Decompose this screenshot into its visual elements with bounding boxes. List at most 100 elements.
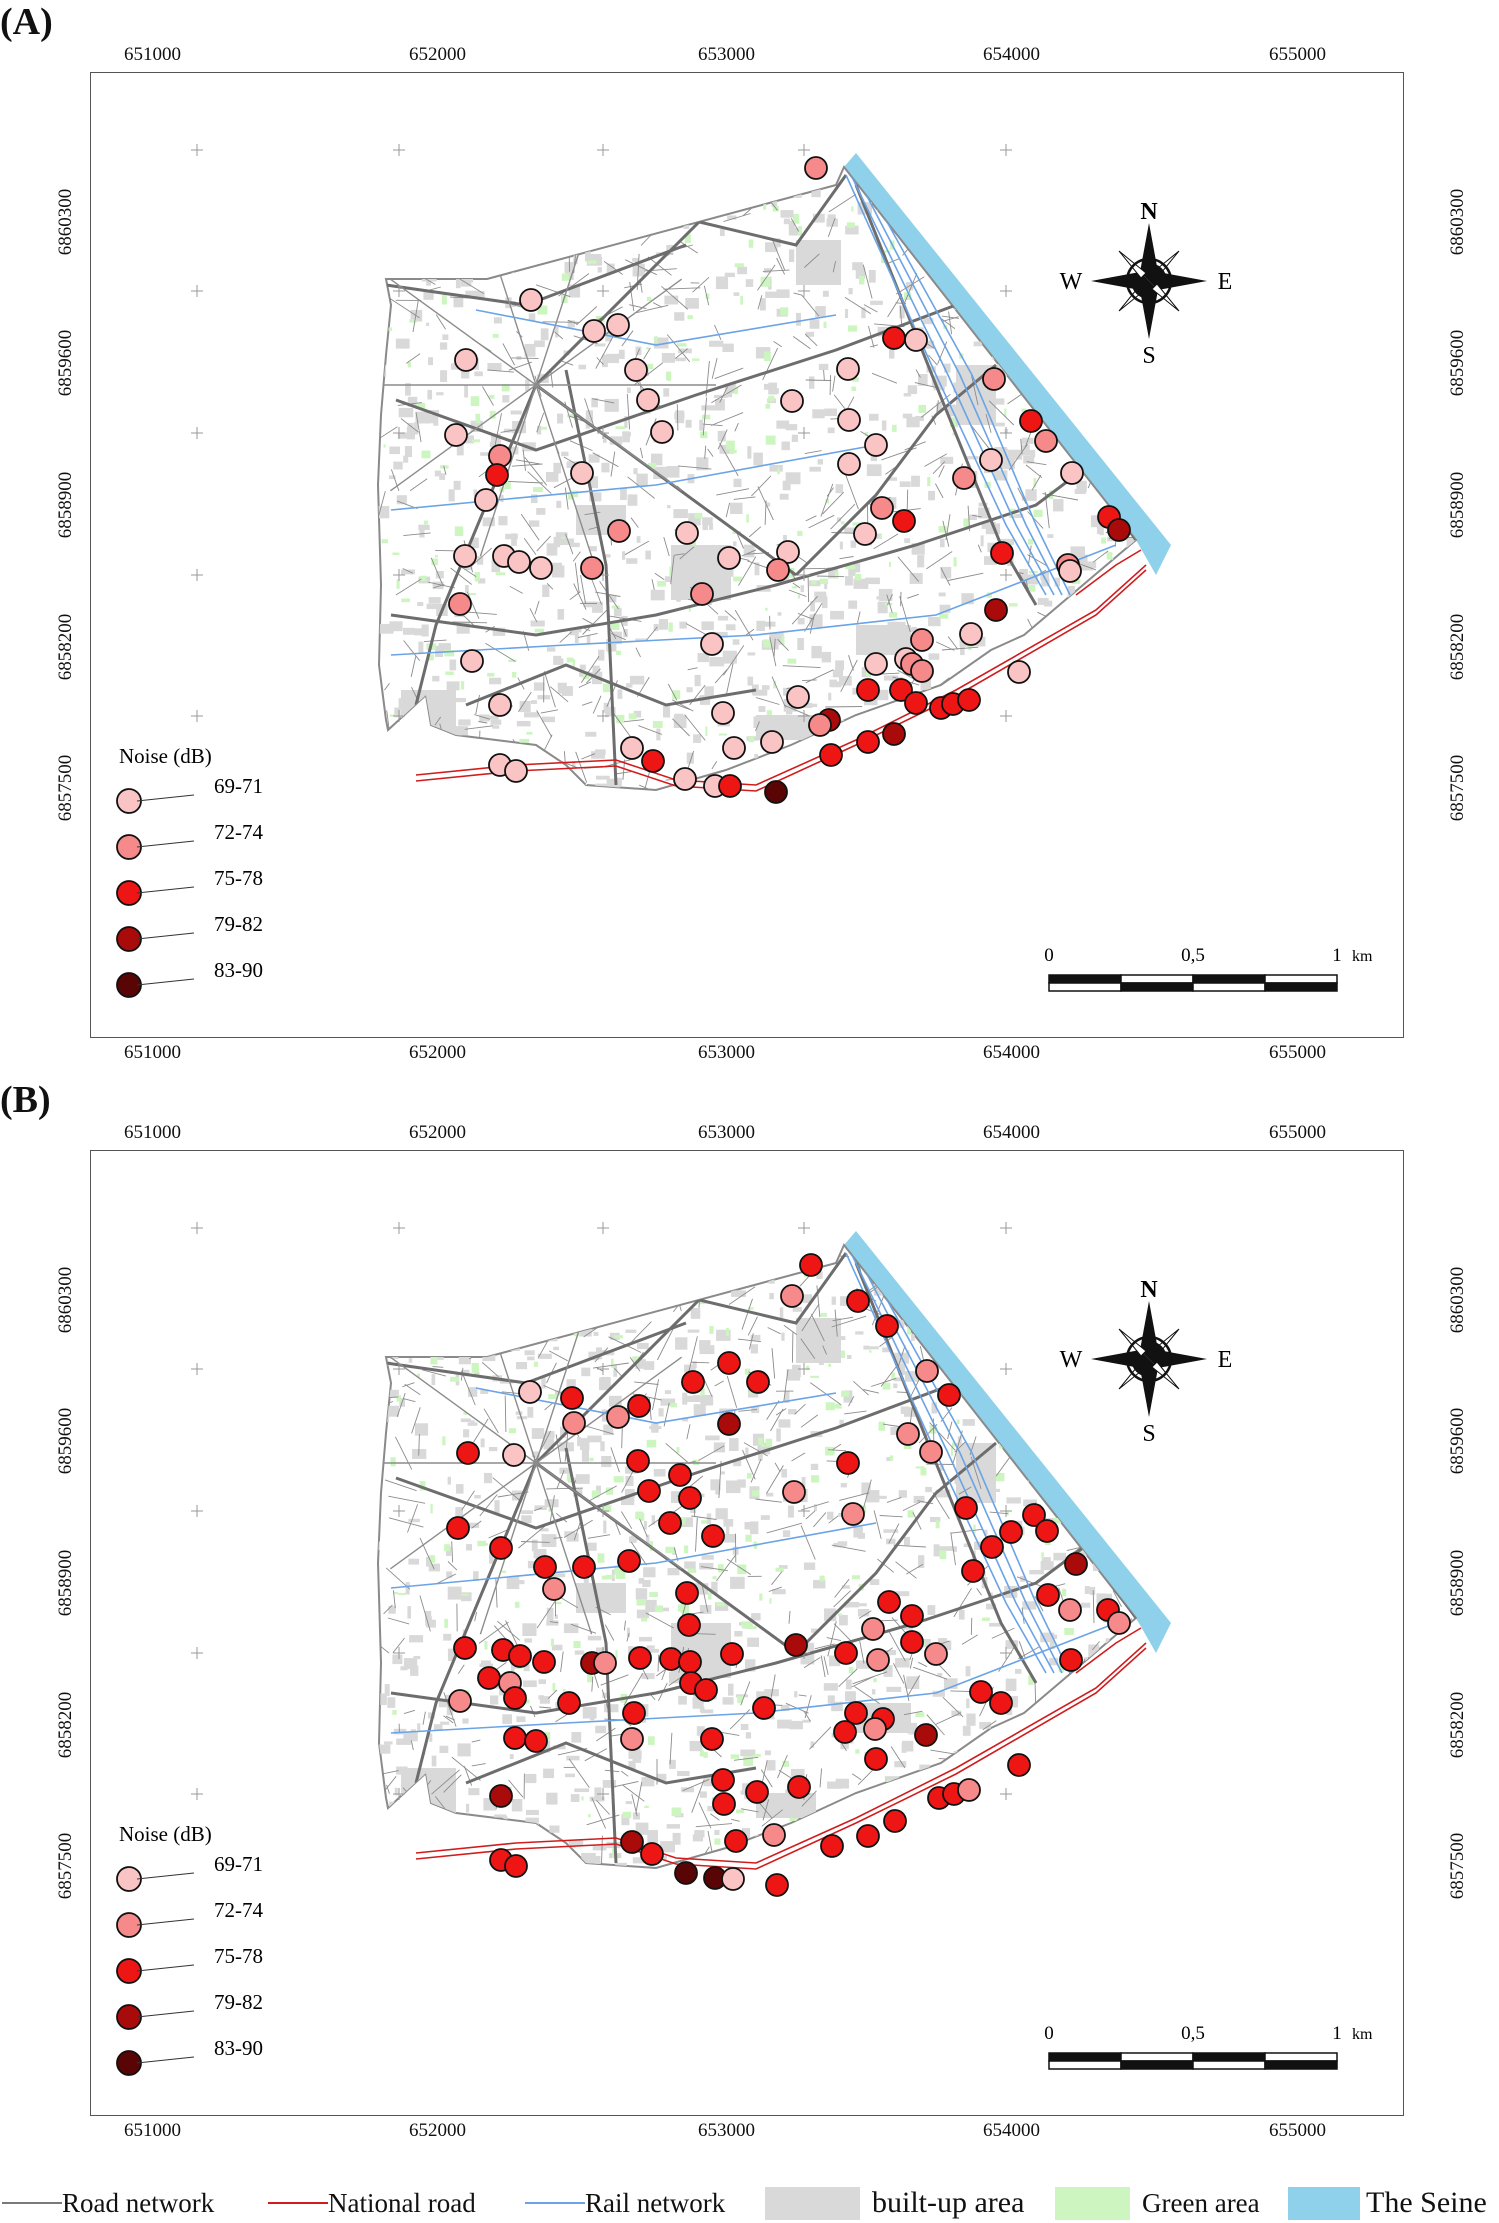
built-up-block bbox=[1095, 1817, 1107, 1824]
built-up-block bbox=[1118, 1481, 1132, 1488]
road-segment bbox=[463, 787, 467, 790]
built-up-block bbox=[1077, 385, 1088, 394]
built-up-block bbox=[645, 1648, 660, 1653]
road-segment bbox=[941, 646, 979, 651]
green-patch bbox=[721, 185, 727, 193]
road-segment bbox=[482, 1245, 486, 1254]
built-up-block bbox=[575, 1474, 590, 1484]
x-coordinate-label: 654000 bbox=[983, 44, 1040, 65]
x-coordinate-label: 655000 bbox=[1269, 1042, 1326, 1063]
built-up-block bbox=[1078, 595, 1089, 607]
road-segment bbox=[826, 487, 834, 497]
built-up-block bbox=[1076, 480, 1087, 492]
road-segment bbox=[832, 1443, 842, 1451]
built-up-block bbox=[940, 456, 954, 464]
built-up-block bbox=[777, 1719, 792, 1729]
road-segment bbox=[492, 1477, 523, 1503]
built-up-block bbox=[1125, 354, 1129, 360]
built-up-block bbox=[1118, 1790, 1132, 1803]
built-up-block bbox=[1062, 241, 1069, 249]
road-segment bbox=[1086, 769, 1124, 773]
road-segment bbox=[814, 1643, 835, 1650]
road-segment bbox=[862, 1479, 872, 1509]
green-patch bbox=[471, 1363, 479, 1373]
built-up-block bbox=[487, 363, 502, 371]
green-patch bbox=[567, 414, 575, 418]
road-segment bbox=[670, 555, 675, 585]
road-segment bbox=[832, 261, 837, 273]
road-segment bbox=[1023, 256, 1038, 265]
built-up-block bbox=[958, 1609, 965, 1620]
built-up-block bbox=[431, 1373, 436, 1386]
built-up-block bbox=[489, 1550, 494, 1564]
built-up-block bbox=[407, 422, 414, 434]
green-patch bbox=[433, 259, 441, 267]
road-segment bbox=[589, 1302, 595, 1310]
built-up-block bbox=[823, 1683, 838, 1691]
built-up-block bbox=[605, 706, 616, 717]
road-segment bbox=[403, 1398, 416, 1403]
built-up-block bbox=[789, 1720, 803, 1730]
green-patch bbox=[561, 273, 570, 281]
built-up-block bbox=[1050, 1638, 1055, 1649]
built-up-block bbox=[735, 1694, 748, 1698]
green-patch bbox=[734, 263, 744, 268]
built-up-block bbox=[740, 1724, 749, 1730]
noise-measurement-point bbox=[562, 1411, 586, 1435]
built-up-block bbox=[1035, 177, 1039, 190]
built-up-block bbox=[593, 1332, 599, 1336]
road-segment bbox=[419, 1537, 435, 1570]
built-up-block bbox=[1030, 674, 1044, 682]
built-up-block bbox=[543, 219, 554, 233]
road-segment bbox=[482, 386, 494, 406]
noise-measurement-point bbox=[1107, 1611, 1131, 1635]
green-patch bbox=[746, 514, 749, 523]
built-up-block bbox=[651, 453, 663, 466]
built-up-block bbox=[1043, 773, 1051, 778]
built-up-block bbox=[864, 1346, 879, 1350]
built-up-block bbox=[499, 1689, 505, 1696]
built-up-block bbox=[1090, 515, 1105, 528]
built-up-block bbox=[1084, 561, 1097, 569]
built-up-block bbox=[666, 1824, 680, 1829]
built-up-block bbox=[1090, 719, 1103, 724]
built-up-block bbox=[494, 1500, 500, 1513]
built-up-block bbox=[649, 1426, 662, 1430]
road-segment bbox=[766, 1522, 803, 1534]
green-patch bbox=[1052, 1738, 1059, 1744]
built-up-block bbox=[929, 1517, 941, 1523]
built-up-block bbox=[597, 267, 602, 273]
built-up-block bbox=[761, 685, 770, 690]
road-segment bbox=[621, 330, 634, 347]
road-segment bbox=[800, 781, 811, 790]
noise-measurement-point bbox=[915, 1359, 939, 1383]
built-up-block bbox=[1008, 253, 1017, 260]
road-segment bbox=[995, 1455, 1012, 1477]
road-segment bbox=[1034, 214, 1056, 226]
green-patch bbox=[1102, 1417, 1110, 1421]
built-up-block bbox=[635, 1359, 646, 1369]
road-segment bbox=[880, 672, 900, 675]
built-up-block bbox=[566, 461, 579, 468]
built-up-block bbox=[768, 1278, 775, 1284]
green-patch bbox=[762, 639, 771, 648]
built-up-block bbox=[844, 309, 849, 319]
green-patch bbox=[508, 1428, 517, 1434]
built-up-block bbox=[900, 1848, 907, 1861]
road-segment bbox=[385, 776, 394, 790]
road-line-swatch bbox=[2, 2202, 62, 2204]
built-up-block bbox=[889, 759, 894, 766]
road-segment bbox=[388, 1517, 424, 1528]
road-segment bbox=[638, 1866, 643, 1868]
road-segment bbox=[1064, 1464, 1074, 1472]
road-segment bbox=[822, 1345, 828, 1355]
built-up-block bbox=[453, 697, 466, 702]
built-up-block bbox=[539, 1528, 549, 1532]
built-up-block bbox=[928, 616, 941, 627]
road-segment bbox=[987, 266, 1013, 286]
road-segment bbox=[781, 1832, 811, 1840]
green-patch bbox=[677, 343, 687, 347]
built-up-block bbox=[835, 660, 845, 670]
road-segment bbox=[724, 610, 737, 621]
built-up-block bbox=[1119, 1693, 1124, 1700]
